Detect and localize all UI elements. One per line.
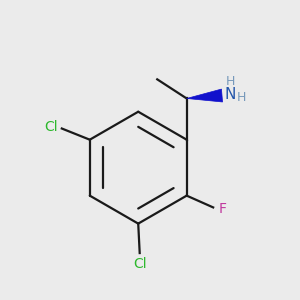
- Text: H: H: [237, 91, 246, 104]
- Text: N: N: [225, 87, 236, 102]
- Text: Cl: Cl: [45, 120, 58, 134]
- Text: H: H: [226, 75, 235, 88]
- Text: F: F: [218, 202, 226, 216]
- Text: Cl: Cl: [133, 256, 146, 271]
- Polygon shape: [187, 89, 223, 102]
